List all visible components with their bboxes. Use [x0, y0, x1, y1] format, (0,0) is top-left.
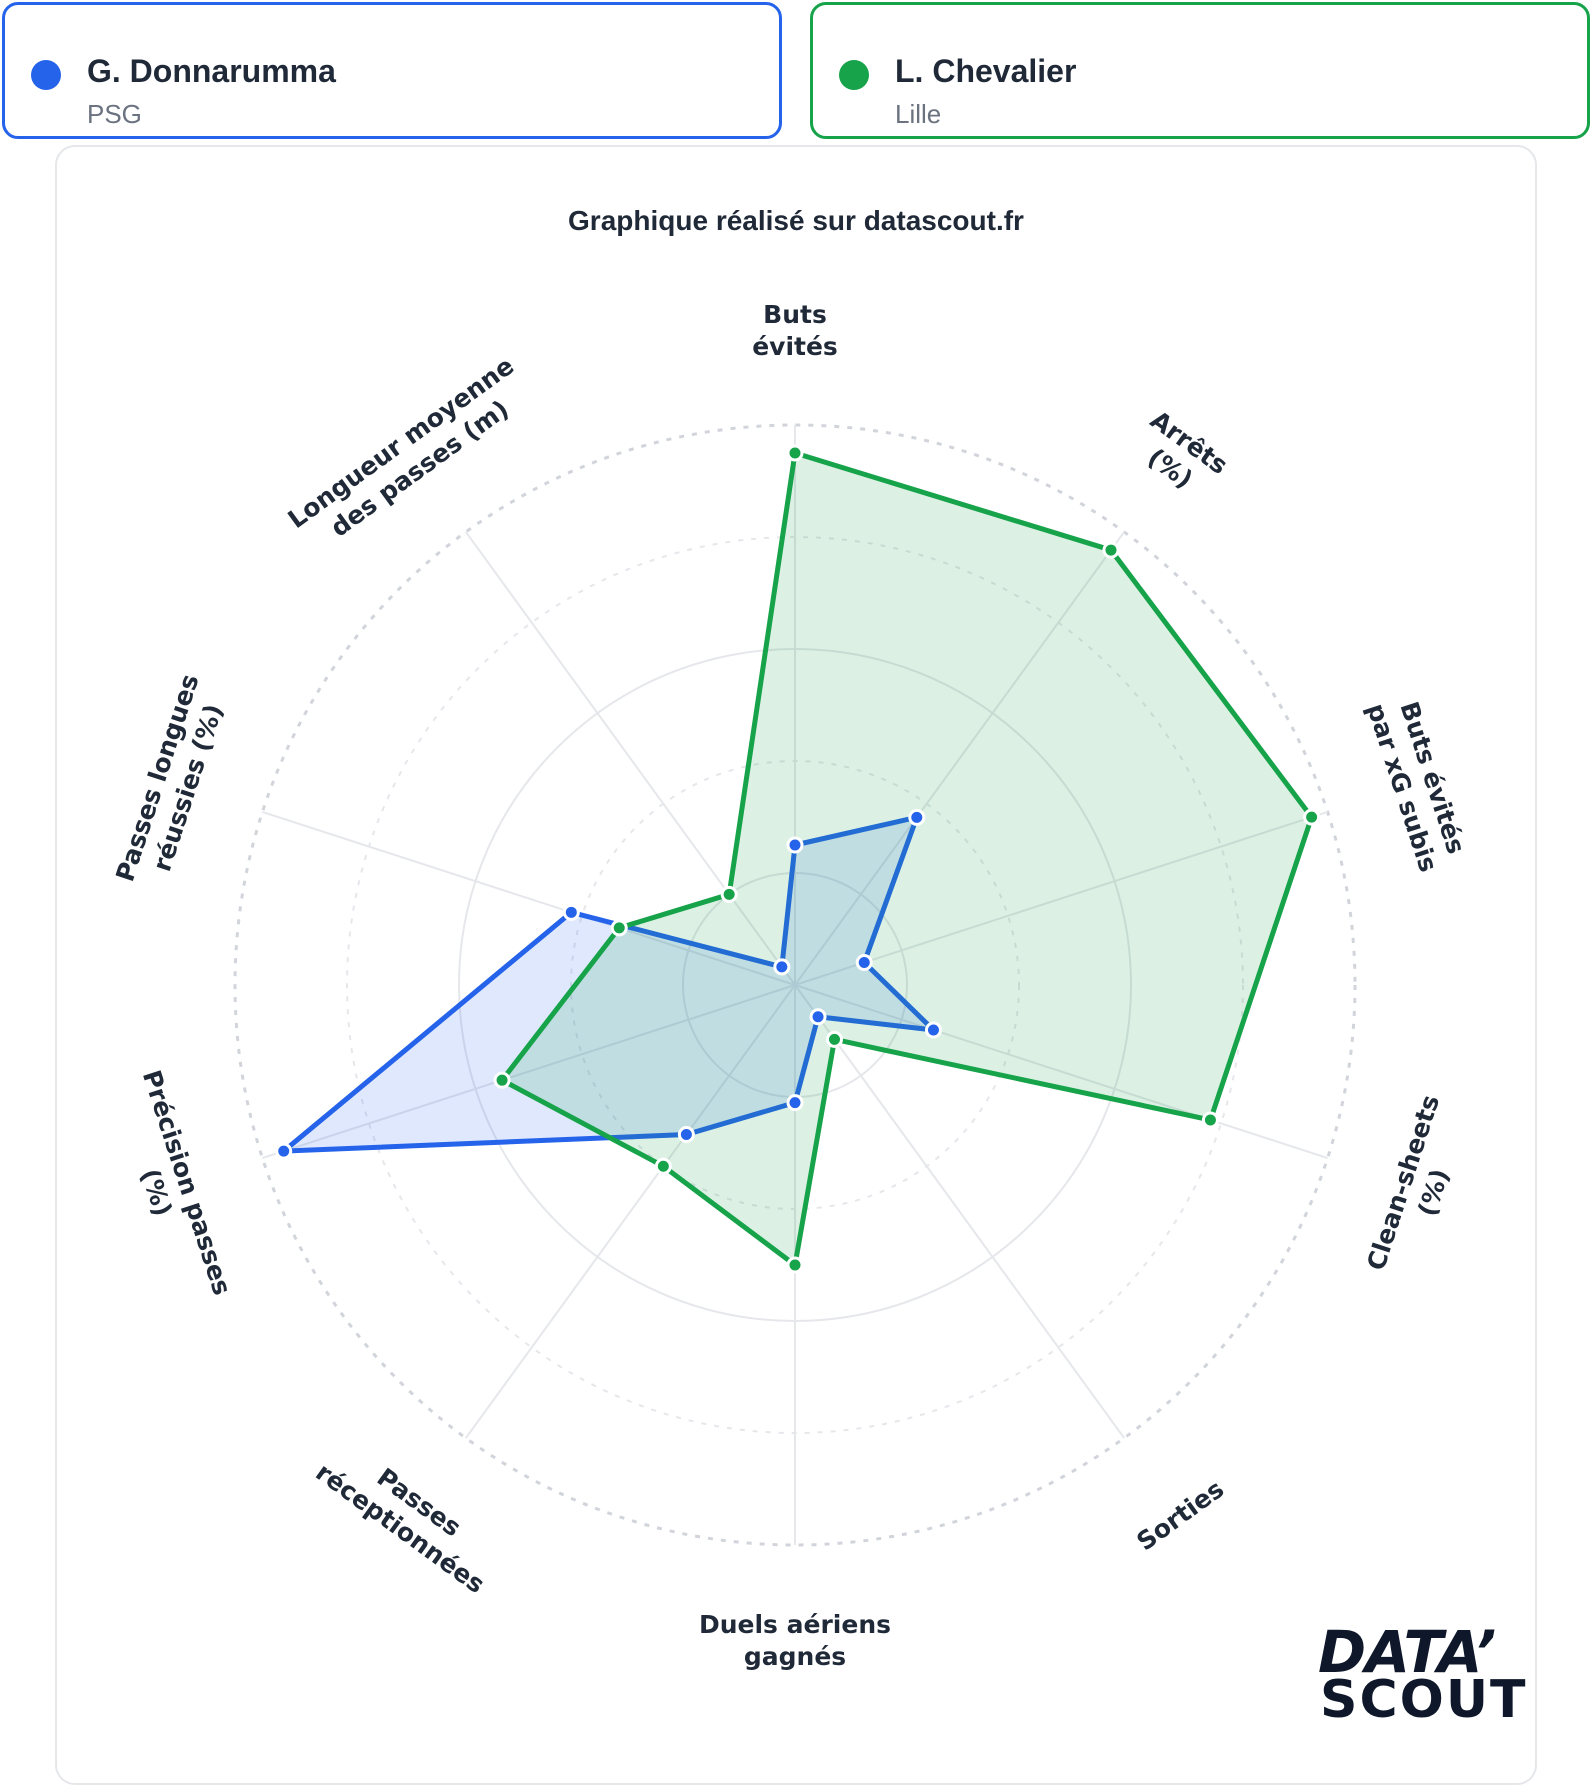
player-club: Lille — [895, 99, 942, 129]
data-point — [786, 444, 804, 462]
series-area — [498, 449, 1315, 1270]
axis-spoke — [794, 984, 1328, 1160]
data-point — [924, 1021, 942, 1039]
data-point — [809, 1008, 827, 1026]
player-color-dot — [31, 60, 61, 90]
data-point — [275, 1142, 293, 1160]
axis-spoke — [465, 531, 796, 986]
data-point — [773, 958, 791, 976]
data-point — [493, 1071, 511, 1089]
chart-title: Graphique réalisé sur datascout.fr — [568, 205, 1024, 236]
data-point — [562, 903, 580, 921]
data-point — [677, 1126, 695, 1144]
data-point — [908, 808, 926, 826]
axis-label-line: gagnés — [744, 1642, 846, 1671]
player-color-dot — [839, 60, 869, 90]
axis-label: Passesréceptionnées — [310, 1432, 509, 1600]
axis-spoke — [262, 984, 796, 1160]
axis-spoke — [794, 531, 1125, 986]
data-point — [1201, 1111, 1219, 1129]
data-point — [720, 885, 738, 903]
axis-label: Passes longuesréussies (%) — [110, 671, 235, 895]
axis-spoke — [794, 810, 1328, 986]
player-name: G. Donnarumma — [87, 53, 336, 89]
data-point — [1303, 808, 1321, 826]
axis-label: Duels aériens gagnés — [699, 1610, 891, 1671]
grid-ring — [233, 423, 1357, 1547]
data-point — [786, 1094, 804, 1112]
data-point — [610, 919, 628, 937]
axis-spoke — [262, 810, 796, 986]
axis-label-line: Longueur moyenne — [283, 351, 520, 534]
axis-spoke — [794, 984, 1125, 1439]
datascout-logo: DATA’ SCOUT — [1318, 1618, 1526, 1730]
player-card-donnarumma[interactable]: G. Donnarumma PSG — [2, 2, 782, 139]
axis-label: Précision passes(%) — [106, 1067, 236, 1309]
data-point — [654, 1157, 672, 1175]
player-club: PSG — [87, 99, 142, 129]
data-point — [1102, 541, 1120, 559]
axis-spoke — [465, 984, 796, 1439]
logo-line-2: SCOUT — [1320, 1670, 1528, 1730]
axis-label: Arrêts(%) — [1126, 405, 1233, 506]
axis-label: Clean-sheets(%) — [1361, 1091, 1475, 1283]
axis-label: Sorties — [1131, 1474, 1229, 1556]
axis-label: Buts évitéspar xG subis — [1361, 690, 1473, 875]
axis-label-line: Sorties — [1131, 1474, 1229, 1556]
data-point — [825, 1030, 843, 1048]
data-point — [855, 954, 873, 972]
data-point — [786, 1256, 804, 1274]
data-point — [786, 836, 804, 854]
axis-label-line: Buts — [763, 300, 827, 329]
logo-line-1: DATA’ — [1318, 1618, 1496, 1686]
axis-label-line: évités — [752, 332, 838, 361]
player-name: L. Chevalier — [895, 53, 1077, 89]
player-card-chevalier[interactable]: L. Chevalier Lille — [810, 2, 1590, 139]
axis-label-line: Duels aériens — [699, 1610, 891, 1639]
axis-label: Buts évités — [752, 300, 838, 361]
axis-label: Longueur moyennedes passes (m) — [283, 351, 538, 560]
